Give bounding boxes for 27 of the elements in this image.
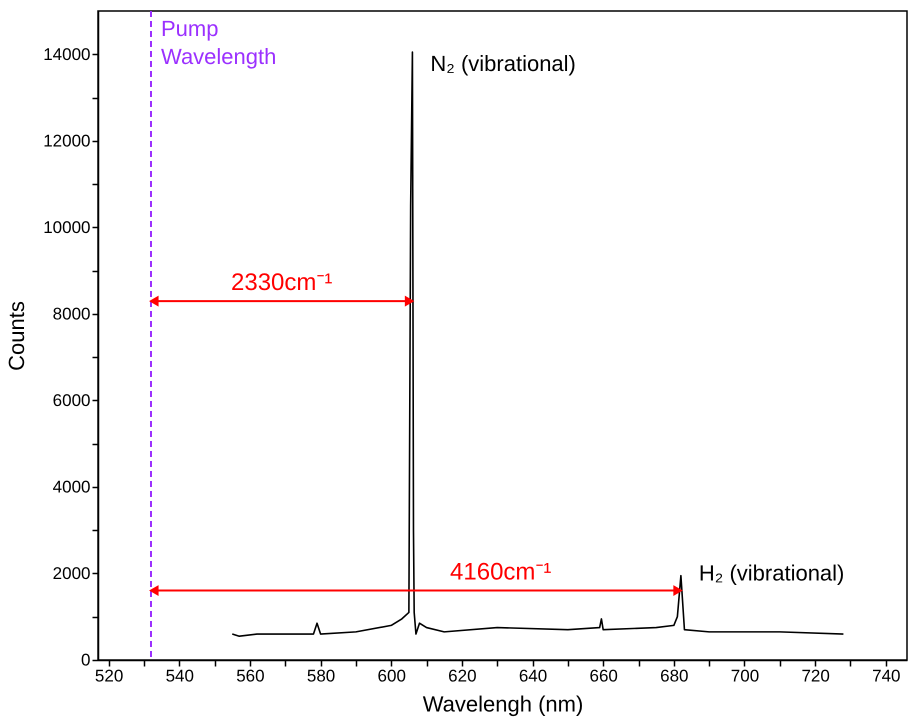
x-tick-label: 600 xyxy=(378,666,406,686)
y-tick-label: 14000 xyxy=(43,44,90,64)
x-tick-label: 540 xyxy=(166,666,194,686)
y-tick-label: 4000 xyxy=(52,477,90,496)
y-tick-label: 12000 xyxy=(43,131,90,150)
annotation: H₂ (vibrational) xyxy=(698,560,844,586)
x-tick-label: 640 xyxy=(518,666,548,686)
x-tick-label: 520 xyxy=(94,666,124,686)
annotation: N₂ (vibrational) xyxy=(430,51,576,76)
x-tick-label: 700 xyxy=(730,666,760,686)
y-axis-title: Counts xyxy=(4,301,30,371)
annotation: 2330cm⁻¹ xyxy=(231,269,332,296)
x-tick-label: 740 xyxy=(872,666,900,686)
x-tick-label: 620 xyxy=(448,666,477,686)
ref-line-label: Pump Wavelength xyxy=(160,16,276,69)
x-tick-label: 660 xyxy=(589,666,618,686)
y-tick-label: 0 xyxy=(81,650,90,670)
x-tick-label: 680 xyxy=(660,666,689,686)
y-tick-label: 6000 xyxy=(52,390,90,410)
y-tick-label: 10000 xyxy=(43,218,90,237)
x-axis-title: Wavelengh (nm) xyxy=(422,692,584,716)
x-tick-label: 720 xyxy=(801,666,830,686)
x-tick-label: 560 xyxy=(236,666,265,686)
y-tick-label: 2000 xyxy=(52,564,90,583)
y-tick-label: 8000 xyxy=(52,304,90,324)
x-tick-label: 580 xyxy=(306,666,336,686)
annotation: 4160cm⁻¹ xyxy=(450,558,552,586)
